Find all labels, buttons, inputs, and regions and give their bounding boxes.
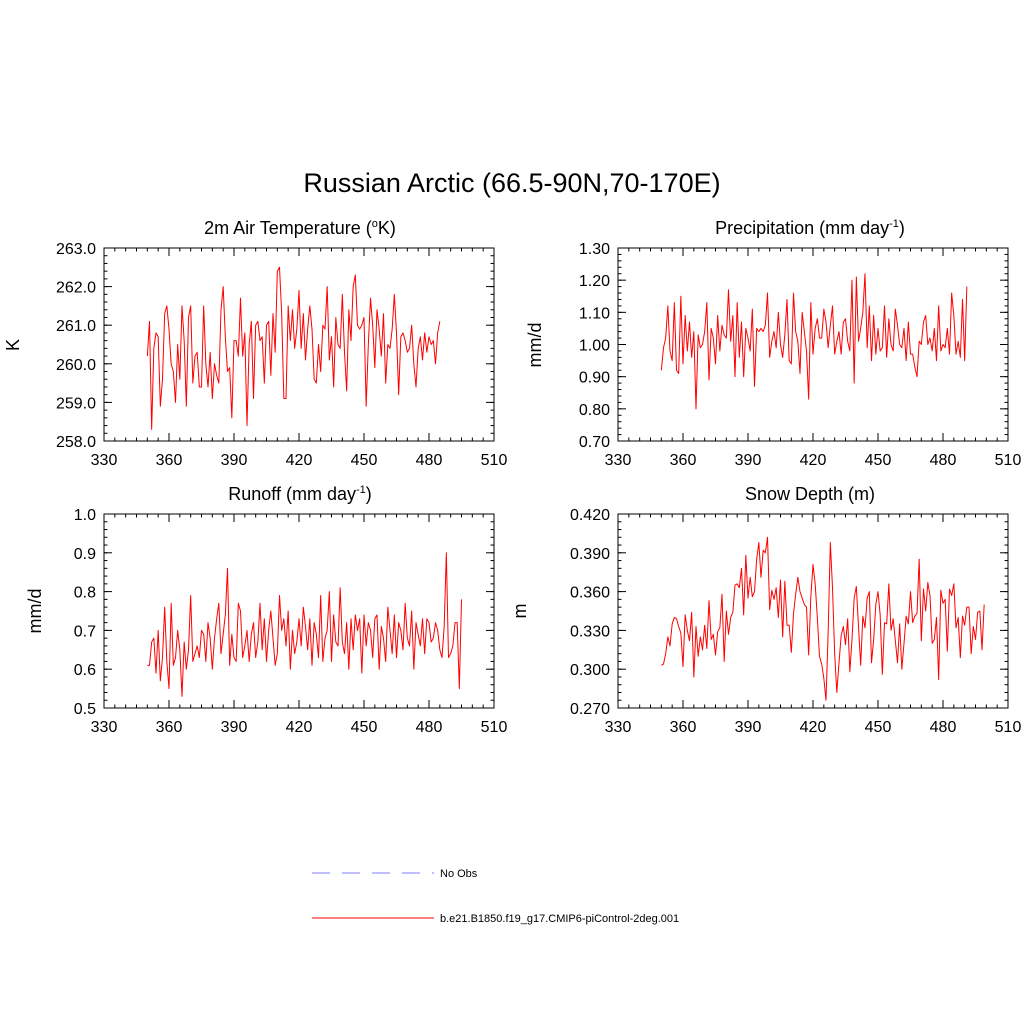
panel-title-tas: 2m Air Temperature (oK): [204, 218, 396, 238]
x-tick-label: 420: [286, 452, 313, 469]
panel-title-pr: Precipitation (mm day-1): [715, 218, 905, 238]
x-tick-label: 420: [800, 719, 827, 736]
y-tick-label: 260.0: [56, 357, 96, 374]
ylabel-snd: m: [510, 604, 530, 619]
ylabel-mrro: mm/d: [25, 589, 45, 634]
x-tick-label: 510: [995, 452, 1022, 469]
x-tick-label: 510: [481, 719, 508, 736]
series-line-tas: [146, 266, 441, 430]
legend-obs-label: No Obs: [440, 868, 478, 880]
plot-frame: [617, 513, 1009, 709]
x-tick-label: 390: [221, 452, 248, 469]
y-tick-label: 0.5: [74, 701, 96, 718]
plot-pr: 330 360 390 420 450 480 510 0.70 0.80 0.90 1.00 1.1…: [579, 241, 1022, 469]
x-tick-label: 450: [351, 719, 378, 736]
plot-tas: 330 360 390 420 450 480 510 258.0 259.0 260.0 261.…: [56, 241, 507, 469]
x-tick-label: 330: [91, 452, 118, 469]
y-tick-label: 261.0: [56, 318, 96, 335]
x-tick-label: 330: [605, 719, 632, 736]
x-tick-label: 480: [416, 719, 443, 736]
panel-title-mrro: Runoff (mm day-1): [228, 484, 372, 504]
x-tick-label: 510: [481, 452, 508, 469]
legend-model-label: b.e21.B1850.f19_g17.CMIP6-piControl-2deg…: [440, 913, 679, 925]
ylabel-pr: mm/d: [525, 323, 545, 368]
x-tick-label: 450: [865, 452, 892, 469]
y-tick-label: 258.0: [56, 434, 96, 451]
ylabel-tas: K: [3, 339, 23, 351]
y-tick-label: 1.10: [579, 305, 610, 322]
x-tick-label: 360: [156, 452, 183, 469]
x-tick-label: 480: [930, 719, 957, 736]
plot-frame: [103, 247, 495, 442]
x-tick-label: 330: [605, 452, 632, 469]
x-tick-label: 330: [91, 719, 118, 736]
y-tick-label: 1.30: [579, 241, 610, 258]
series-line-snd: [661, 536, 985, 701]
y-tick-label: 0.9: [74, 546, 96, 563]
x-tick-label: 480: [930, 452, 957, 469]
y-tick-label: 0.390: [570, 546, 610, 563]
y-tick-label: 0.420: [570, 507, 610, 524]
plot-snd: 330 360 390 420 450 480 510 0.270 0.300 0.330 0.36…: [570, 507, 1021, 736]
y-tick-label: 0.90: [579, 370, 610, 387]
y-tick-label: 1.0: [74, 507, 96, 524]
y-tick-label: 0.7: [74, 623, 96, 640]
panel-mrro: Runoff (mm day-1) mm/d 330 360 390 420 450 48…: [25, 484, 507, 736]
x-tick-label: 390: [735, 452, 762, 469]
y-tick-label: 0.330: [570, 623, 610, 640]
y-tick-label: 0.6: [74, 662, 96, 679]
x-tick-label: 420: [800, 452, 827, 469]
x-tick-label: 450: [351, 452, 378, 469]
y-tick-label: 1.00: [579, 338, 610, 355]
x-tick-label: 420: [286, 719, 313, 736]
panel-title-snd: Snow Depth (m): [745, 484, 875, 504]
series-line-mrro: [147, 552, 462, 697]
series-line-pr: [660, 273, 968, 410]
y-tick-label: 0.80: [579, 402, 610, 419]
x-tick-label: 480: [416, 452, 443, 469]
y-tick-label: 0.300: [570, 662, 610, 679]
y-tick-label: 0.70: [579, 434, 610, 451]
y-tick-label: 0.360: [570, 585, 610, 602]
plot-mrro: 330 360 390 420 450 480 510 0.5 0.6 0.7 0.8 0.9 1.0: [74, 507, 508, 736]
x-tick-label: 510: [995, 719, 1022, 736]
y-tick-label: 0.8: [74, 585, 96, 602]
panel-tas: 2m Air Temperature (oK) K 330 360 390 420 45…: [3, 218, 507, 469]
panel-snd: Snow Depth (m) m 330 360 390 420 450 480 510 0.…: [510, 484, 1021, 736]
panel-pr: Precipitation (mm day-1) mm/d 330 360 390 4…: [525, 218, 1021, 469]
x-tick-label: 450: [865, 719, 892, 736]
figure-title: Russian Arctic (66.5-90N,70-170E): [303, 168, 720, 198]
legend: No Obs b.e21.B1850.f19_g17.CMIP6-piContr…: [312, 868, 679, 925]
y-tick-label: 1.20: [579, 273, 610, 290]
x-tick-label: 360: [156, 719, 183, 736]
x-tick-label: 390: [735, 719, 762, 736]
y-tick-label: 0.270: [570, 701, 610, 718]
plot-frame: [103, 513, 495, 709]
x-tick-label: 360: [670, 452, 697, 469]
y-tick-label: 262.0: [56, 280, 96, 297]
y-tick-label: 263.0: [56, 241, 96, 258]
x-tick-label: 390: [221, 719, 248, 736]
y-tick-label: 259.0: [56, 395, 96, 412]
x-tick-label: 360: [670, 719, 697, 736]
